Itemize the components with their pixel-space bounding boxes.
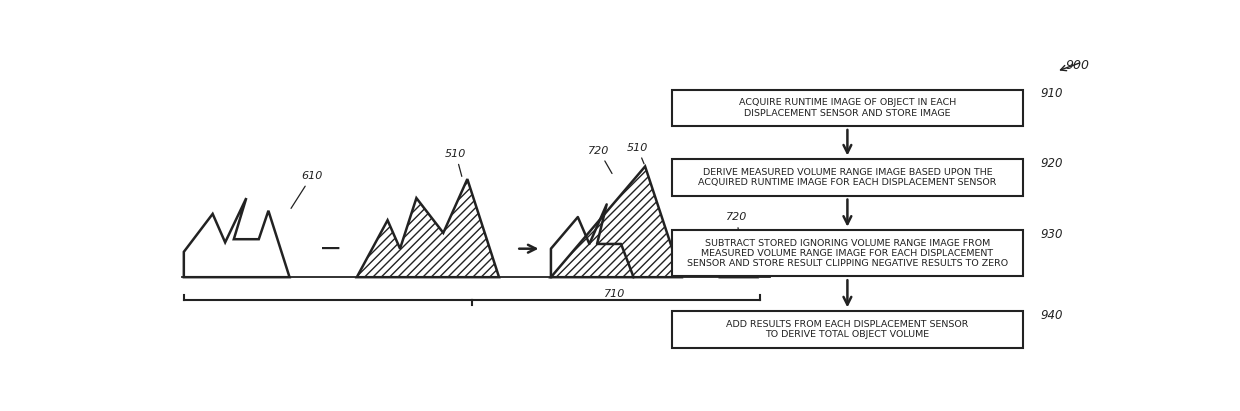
Text: ACQUIRE RUNTIME IMAGE OF OBJECT IN EACH
DISPLACEMENT SENSOR AND STORE IMAGE: ACQUIRE RUNTIME IMAGE OF OBJECT IN EACH … xyxy=(739,98,956,118)
Text: 510: 510 xyxy=(445,149,466,176)
Text: 920: 920 xyxy=(1040,157,1063,170)
Text: 710: 710 xyxy=(604,289,625,299)
Text: 900: 900 xyxy=(1065,59,1089,72)
Text: 910: 910 xyxy=(1040,87,1063,100)
FancyBboxPatch shape xyxy=(672,311,1023,348)
Text: 610: 610 xyxy=(291,171,322,208)
Text: 720: 720 xyxy=(588,146,613,173)
Text: 720: 720 xyxy=(725,212,746,246)
Text: 510: 510 xyxy=(626,143,649,164)
Polygon shape xyxy=(551,166,682,277)
FancyBboxPatch shape xyxy=(672,231,1023,276)
Text: DERIVE MEASURED VOLUME RANGE IMAGE BASED UPON THE
ACQUIRED RUNTIME IMAGE FOR EAC: DERIVE MEASURED VOLUME RANGE IMAGE BASED… xyxy=(698,168,997,187)
Text: 930: 930 xyxy=(1040,228,1063,241)
FancyBboxPatch shape xyxy=(672,159,1023,196)
Text: 940: 940 xyxy=(1040,309,1063,322)
Polygon shape xyxy=(184,198,290,277)
Text: −: − xyxy=(319,235,342,263)
Polygon shape xyxy=(357,179,498,277)
FancyBboxPatch shape xyxy=(672,90,1023,126)
Text: ADD RESULTS FROM EACH DISPLACEMENT SENSOR
TO DERIVE TOTAL OBJECT VOLUME: ADD RESULTS FROM EACH DISPLACEMENT SENSO… xyxy=(727,320,968,339)
Text: SUBTRACT STORED IGNORING VOLUME RANGE IMAGE FROM
MEASURED VOLUME RANGE IMAGE FOR: SUBTRACT STORED IGNORING VOLUME RANGE IM… xyxy=(687,238,1008,268)
